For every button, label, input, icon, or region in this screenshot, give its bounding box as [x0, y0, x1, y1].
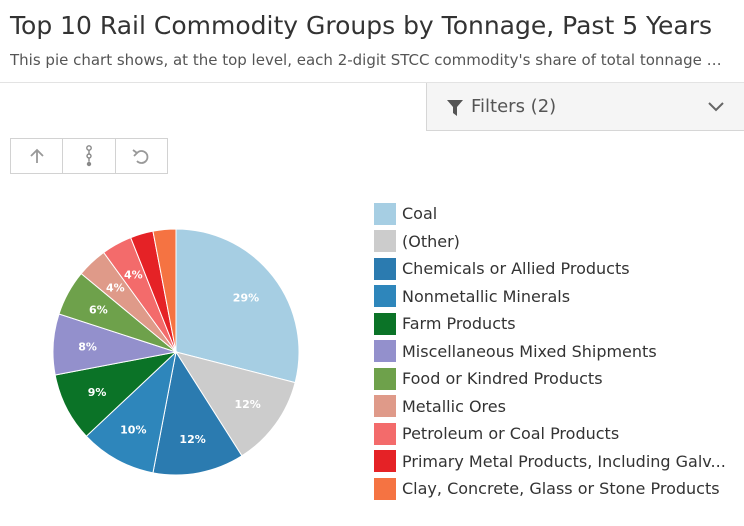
legend-swatch — [374, 285, 396, 308]
legend-item-petroleum-or-coal-products[interactable]: Petroleum or Coal Products — [374, 420, 726, 448]
funnel-icon — [447, 100, 463, 116]
legend-swatch — [374, 422, 396, 445]
slice-label-metallic-ores: 4% — [106, 281, 125, 294]
header-divider — [0, 82, 744, 83]
legend-label: Miscellaneous Mixed Shipments — [402, 341, 657, 361]
slice-label-coal: 29% — [233, 292, 259, 305]
slice-label-petroleum-or-coal-products: 4% — [124, 268, 143, 281]
drill-down-icon — [86, 145, 92, 167]
legend-swatch — [374, 367, 396, 390]
chart-subtitle: This pie chart shows, at the top level, … — [10, 51, 730, 69]
chevron-down-icon — [708, 102, 724, 112]
arrow-up-icon — [30, 148, 44, 163]
chart-title: Top 10 Rail Commodity Groups by Tonnage,… — [10, 11, 713, 40]
legend-swatch — [374, 395, 396, 418]
filters-dropdown[interactable]: Filters (2) — [426, 83, 744, 131]
filters-label: Filters (2) — [471, 96, 557, 117]
undo-button[interactable] — [114, 139, 167, 173]
legend-swatch — [374, 202, 396, 225]
pie-slice-clay-concrete-glass-or-stone-products[interactable] — [152, 228, 177, 353]
legend-swatch — [374, 257, 396, 280]
slice-label-miscellaneous-mixed-shipments: 8% — [78, 340, 97, 353]
slice-label-chemicals-or-allied-products: 12% — [179, 433, 205, 446]
legend-item-miscellaneous-mixed-shipments[interactable]: Miscellaneous Mixed Shipments — [374, 338, 726, 366]
chart-toolbar — [10, 138, 168, 174]
pie-chart: 29% 12% 12% 10% 9% 8% 6% 4%4% — [52, 228, 300, 476]
drill-up-button[interactable] — [11, 139, 62, 173]
pie-slice-other[interactable] — [174, 351, 296, 457]
undo-icon — [132, 149, 149, 164]
legend-label: Nonmetallic Minerals — [402, 286, 571, 306]
pie-slice-chemicals-or-allied-products[interactable] — [152, 350, 243, 476]
legend-label: Chemicals or Allied Products — [402, 259, 630, 279]
legend-item-farm-products[interactable]: Farm Products — [374, 310, 726, 338]
slice-label-other: 12% — [234, 398, 260, 411]
legend-item-food-or-kindred-products[interactable]: Food or Kindred Products — [374, 365, 726, 393]
legend-item-primary-metal-products-including-galv[interactable]: Primary Metal Products, Including Galv..… — [374, 448, 726, 476]
legend-label: Metallic Ores — [402, 396, 506, 416]
legend-label: Clay, Concrete, Glass or Stone Products — [402, 479, 720, 499]
slice-label-nonmetallic-minerals: 10% — [120, 424, 146, 437]
legend-label: Coal — [402, 204, 438, 224]
slice-label-farm-products: 9% — [88, 386, 107, 399]
legend-label: Petroleum or Coal Products — [402, 424, 620, 444]
legend-swatch — [374, 477, 396, 500]
drill-down-button[interactable] — [62, 139, 114, 173]
chart-legend: Coal (Other) Chemicals or Allied Products N… — [374, 200, 726, 503]
pie-slice-coal[interactable] — [175, 228, 300, 384]
legend-label: Primary Metal Products, Including Galv..… — [402, 451, 726, 471]
legend-label: Farm Products — [402, 314, 516, 334]
legend-item-metallic-ores[interactable]: Metallic Ores — [374, 393, 726, 421]
legend-swatch — [374, 230, 396, 253]
legend-label: (Other) — [402, 231, 460, 251]
legend-item-nonmetallic-minerals[interactable]: Nonmetallic Minerals — [374, 283, 726, 311]
legend-item-other[interactable]: (Other) — [374, 228, 726, 256]
legend-swatch — [374, 450, 396, 473]
legend-item-chemicals-or-allied-products[interactable]: Chemicals or Allied Products — [374, 255, 726, 283]
pie-slice-nonmetallic-minerals[interactable] — [85, 350, 177, 474]
legend-swatch — [374, 312, 396, 335]
slice-label-food-or-kindred-products: 6% — [89, 303, 108, 316]
legend-item-coal[interactable]: Coal — [374, 200, 726, 228]
legend-swatch — [374, 340, 396, 363]
legend-label: Food or Kindred Products — [402, 369, 603, 389]
legend-item-clay-concrete-glass-or-stone-products[interactable]: Clay, Concrete, Glass or Stone Products — [374, 475, 726, 503]
